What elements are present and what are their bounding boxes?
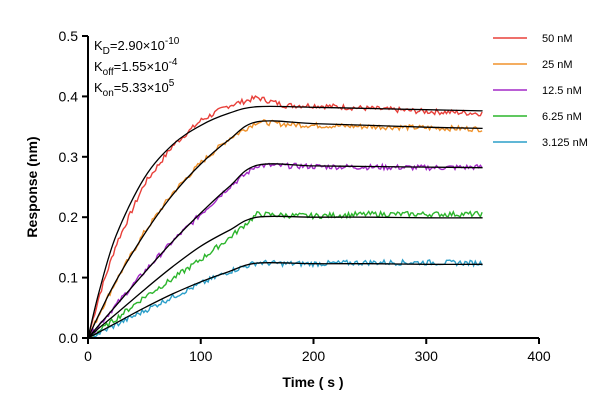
y-axis-title: Response (nm) — [24, 136, 40, 237]
x-tick-label: 400 — [527, 348, 551, 364]
x-tick-label: 300 — [415, 348, 439, 364]
kinetic-constant-on: Kon=5.33×105 — [94, 78, 175, 99]
legend-label: 12.5 nM — [542, 85, 582, 97]
y-tick-label: 0.2 — [59, 209, 79, 225]
y-ticks: 0.0 0.1 0.2 0.3 0.4 0.5 — [59, 28, 88, 346]
x-tick-label: 100 — [189, 348, 213, 364]
legend-label: 3.125 nM — [542, 137, 588, 149]
y-tick-label: 0.4 — [59, 88, 79, 104]
legend: 50 nM 25 nM 12.5 nM 6.25 nM 3.125 nM — [493, 33, 588, 149]
y-tick-label: 0.3 — [59, 149, 79, 165]
fit-curve-4 — [87, 215, 483, 339]
legend-label: 50 nM — [542, 33, 573, 45]
y-tick-label: 0.0 — [59, 330, 79, 346]
kinetic-constant-d: KD=2.90×10-10 — [94, 36, 180, 57]
kinetic-constant-off: Koff=1.55×10-4 — [94, 57, 178, 78]
series-line-2 — [87, 118, 483, 339]
x-tick-label: 0 — [84, 348, 92, 364]
fit-curve-3 — [87, 163, 483, 339]
x-axis-title: Time ( s ) — [282, 374, 343, 390]
x-ticks: 0 100 200 300 400 — [84, 338, 551, 364]
legend-label: 6.25 nM — [542, 111, 582, 123]
x-tick-label: 200 — [302, 348, 326, 364]
series-line-1 — [87, 94, 483, 339]
y-tick-label: 0.5 — [59, 28, 79, 44]
series-line-5 — [87, 258, 483, 339]
legend-label: 25 nM — [542, 59, 573, 71]
y-tick-label: 0.1 — [59, 270, 79, 286]
fit-layer — [87, 105, 483, 339]
fit-curve-1 — [87, 105, 483, 339]
fit-curve-5 — [87, 261, 483, 339]
fit-curve-2 — [87, 120, 483, 339]
series-line-4 — [87, 209, 483, 339]
